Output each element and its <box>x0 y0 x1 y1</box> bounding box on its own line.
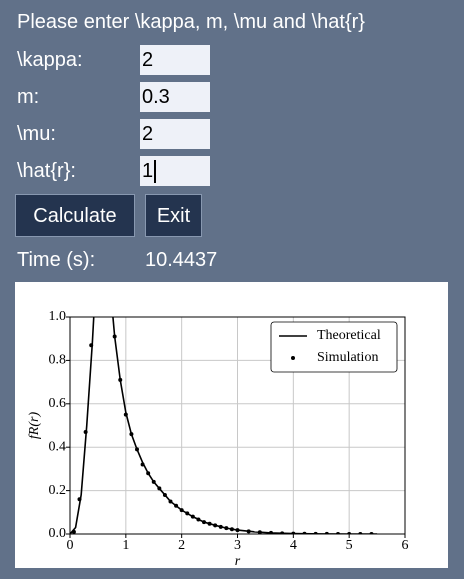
simulation-point <box>71 529 76 534</box>
x-tick-label: 5 <box>346 538 353 553</box>
simulation-point <box>369 532 374 534</box>
simulation-point <box>168 499 173 504</box>
simulation-point <box>112 334 117 339</box>
simulation-point <box>235 528 240 533</box>
x-axis-label: r <box>235 554 241 568</box>
x-tick-label: 4 <box>290 538 297 553</box>
simulation-point <box>280 531 285 534</box>
simulation-point <box>207 521 212 526</box>
simulation-point <box>146 471 151 476</box>
simulation-point <box>246 529 251 534</box>
simulation-point <box>151 479 156 484</box>
simulation-point <box>302 531 307 534</box>
simulation-point <box>324 531 329 534</box>
x-tick-label: 6 <box>402 538 409 553</box>
field-label: \mu: <box>17 123 56 145</box>
field-label: \kappa: <box>17 49 83 71</box>
time-value: 10.4437 <box>145 249 218 271</box>
simulation-point <box>229 527 234 532</box>
simulation-point <box>89 343 94 348</box>
header-title: Please enter \kappa, m, \mu and \hat{r} <box>17 11 365 33</box>
legend-label: Theoretical <box>317 328 381 343</box>
simulation-point <box>269 530 273 534</box>
x-tick-label: 0 <box>67 538 74 553</box>
simulation-point <box>162 492 167 497</box>
simulation-point <box>129 432 134 437</box>
plot-frame <box>69 316 406 535</box>
simulation-point <box>77 497 82 502</box>
simulation-point <box>118 377 123 382</box>
y-tick-label: 0.6 <box>49 396 67 411</box>
theoretical-line <box>70 317 378 534</box>
simulation-point <box>218 524 223 529</box>
simulation-point <box>202 520 206 525</box>
x-tick-label: 1 <box>122 538 129 553</box>
field-label: \hat{r}: <box>17 160 76 182</box>
text-cursor <box>154 160 156 183</box>
time-label: Time (s): <box>17 249 96 271</box>
simulation-point <box>135 447 139 452</box>
simulation-point <box>347 531 352 534</box>
simulation-point <box>291 531 296 534</box>
plot-area <box>70 317 378 534</box>
legend-point <box>291 356 295 360</box>
x-tick-label: 2 <box>178 538 185 553</box>
simulation-point <box>140 462 145 467</box>
text-input[interactable]: 1 <box>140 156 210 186</box>
legend-box <box>270 321 398 373</box>
simulation-point <box>123 412 128 417</box>
simulation-point <box>185 511 190 516</box>
calculate-button[interactable]: Calculate <box>15 194 135 237</box>
simulation-point <box>83 430 88 435</box>
simulation-point <box>213 523 218 528</box>
y-tick-label: 0.0 <box>49 526 67 541</box>
simulation-point <box>257 530 262 534</box>
simulation-point <box>336 531 340 534</box>
text-input[interactable]: 0.3 <box>140 82 210 112</box>
text-input[interactable]: 2 <box>140 119 210 149</box>
exit-button[interactable]: Exit <box>145 194 202 237</box>
simulation-point <box>224 526 229 531</box>
simulation-point <box>190 514 195 519</box>
y-axis-label: fR(r) <box>27 412 42 440</box>
simulation-point <box>196 517 201 522</box>
y-tick-label: 0.8 <box>49 353 67 368</box>
chart: 0.0 0.2 0.4 0.6 0.8 1.0 0 1 2 3 4 5 6 r fR(r) Theoretic… <box>15 282 448 568</box>
simulation-point <box>174 503 179 508</box>
simulation-point <box>157 486 162 491</box>
simulation-point <box>313 531 318 534</box>
x-tick-label: 3 <box>234 538 241 553</box>
y-tick-label: 1.0 <box>49 309 67 324</box>
y-tick-label: 0.4 <box>49 439 67 454</box>
legend-label: Simulation <box>317 350 378 365</box>
y-tick-label: 0.2 <box>49 483 67 498</box>
simulation-point <box>358 532 363 534</box>
simulation-point <box>179 508 184 513</box>
field-label: m: <box>17 86 40 108</box>
text-input[interactable]: 2 <box>140 45 210 75</box>
